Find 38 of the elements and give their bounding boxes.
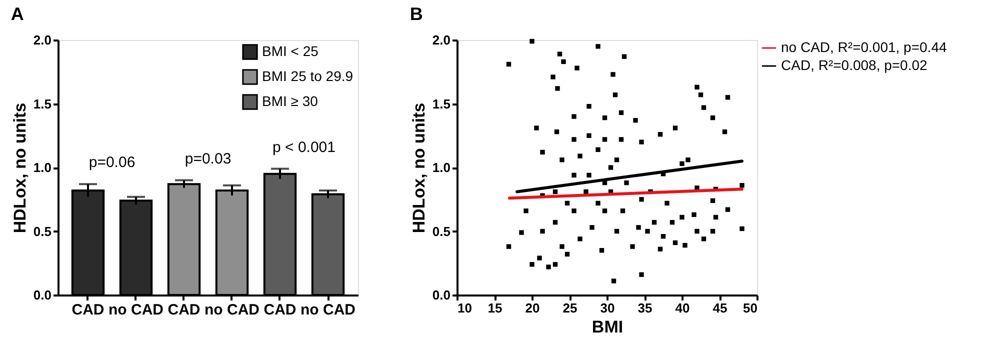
y-tick-label: 2.0 [33,32,52,48]
x-tick-label: no CAD [108,302,164,318]
x-tick-label: 25 [562,300,578,316]
y-tick-label: 1.5 [432,96,450,112]
x-tick-label: 15 [488,300,502,316]
x-tick-label: CAD [72,302,104,318]
x-tick-label: no CAD [204,302,260,318]
x-tick-label: CAD [264,302,296,318]
chart-title: B [410,4,423,24]
y-tick-label: 2.0 [432,32,450,48]
y-tick-label: 0.0 [432,288,450,302]
chart-title: A [10,4,24,24]
y-tick-label: 1.0 [33,160,52,175]
x-tick-label: 50 [743,300,758,316]
y-tick-label: 0.5 [432,224,450,239]
x-tick-label: 45 [712,300,728,316]
annotation: p=0.03 [184,150,232,168]
legend-label: CAD, R²=0.008, p=0.02 [781,57,928,73]
x-axis-title: BMI [592,318,624,336]
legend-label: BMI < 25 [262,43,319,59]
x-tick-label: no CAD [300,302,356,318]
x-tick-label: 35 [638,300,652,316]
y-tick-label: 0.5 [33,224,52,239]
y-axis-title: HDLox, no units [409,102,428,234]
x-tick-label: 40 [675,300,690,316]
legend-label: BMI 25 to 29.9 [262,68,354,84]
legend-label: no CAD, R²=0.001, p=0.44 [781,39,947,55]
annotation: p < 0.001 [272,138,336,156]
y-axis-title: HDLox, no units [10,102,30,234]
x-tick-label: 30 [600,300,615,316]
annotation: p=0.06 [88,154,136,172]
y-tick-label: 1.0 [432,160,450,175]
x-tick-label: 10 [458,300,472,316]
x-tick-label: 20 [525,300,540,316]
x-tick-label: CAD [168,302,200,318]
y-tick-label: 1.5 [33,96,52,112]
legend-label: BMI ≥ 30 [262,93,318,109]
y-tick-label: 0.0 [33,288,52,302]
